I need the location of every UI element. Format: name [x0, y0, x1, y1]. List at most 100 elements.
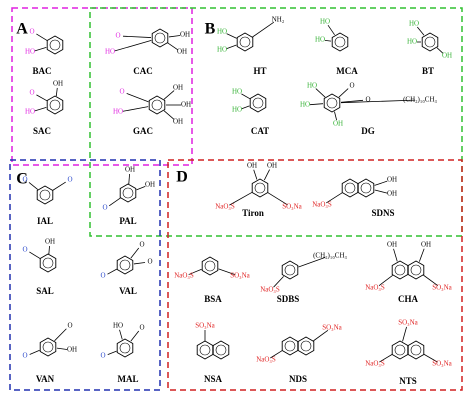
ring-inner	[119, 259, 131, 271]
bond	[393, 248, 398, 262]
benzene-ring	[391, 340, 409, 360]
atom-label: NaO₃S	[312, 201, 332, 209]
atom-label: HO	[409, 20, 419, 28]
bond	[133, 262, 146, 265]
ring-inner	[326, 97, 338, 109]
atom-label: O	[67, 322, 72, 330]
atom-label: OH	[333, 120, 343, 128]
atom-label: OH	[145, 181, 155, 189]
atom-label: HO	[113, 322, 123, 330]
bond	[241, 105, 250, 110]
bond	[28, 182, 39, 190]
atom-label: OH	[387, 241, 397, 249]
benzene-ring	[421, 32, 439, 52]
ring-inner	[239, 36, 251, 48]
atom-label: O	[67, 176, 72, 184]
ring-inner	[122, 187, 134, 199]
bond	[54, 328, 67, 342]
ring-inner	[49, 99, 61, 111]
atom-label: HO	[407, 38, 417, 46]
atom-label: HO	[105, 48, 115, 56]
benzene-ring	[201, 256, 219, 276]
compound-name: BSA	[204, 294, 222, 304]
bond	[218, 268, 236, 276]
ring-inner	[360, 182, 372, 194]
benzene-ring	[323, 93, 341, 113]
ring-inner	[424, 36, 436, 48]
box-c	[9, 159, 161, 391]
bond	[130, 247, 140, 259]
bond	[298, 256, 326, 268]
ring-inner	[49, 39, 61, 51]
atom-label: SO₃Na	[432, 360, 452, 368]
benzene-ring	[151, 28, 169, 48]
bond	[130, 330, 140, 342]
bond	[136, 185, 146, 191]
ring-inner	[119, 342, 131, 354]
box-b	[89, 7, 463, 237]
ring-inner	[334, 36, 346, 48]
ring-inner	[300, 340, 312, 352]
bond	[315, 88, 326, 98]
compound-name: DG	[361, 126, 375, 136]
bond	[163, 110, 175, 120]
bond	[48, 245, 50, 255]
bond	[52, 181, 66, 191]
panel-label: C	[16, 171, 28, 188]
benzene-ring	[281, 260, 299, 280]
bond	[340, 99, 364, 103]
compound-name: VAN	[36, 374, 55, 384]
ring-inner	[284, 340, 296, 352]
compound-name: MAL	[118, 374, 139, 384]
atom-label: O	[22, 352, 27, 360]
bond	[418, 248, 425, 262]
atom-label: HO	[232, 106, 242, 114]
benzene-ring	[39, 253, 57, 273]
atom-label: O	[365, 96, 370, 104]
atom-label: HO	[300, 101, 310, 109]
bond	[128, 173, 130, 185]
bond	[29, 349, 40, 355]
bond	[34, 107, 47, 112]
atom-label: HO	[217, 28, 227, 36]
bond	[379, 354, 393, 363]
bond	[378, 274, 393, 286]
benzene-ring	[341, 178, 359, 198]
panel-label: A	[16, 21, 28, 38]
atom-label: NaO₃S	[174, 272, 194, 280]
atom-label: HO	[25, 108, 35, 116]
bond	[107, 268, 118, 275]
atom-label: NaO₃S	[365, 360, 385, 368]
bond	[226, 44, 237, 50]
atom-label: OH	[125, 166, 135, 174]
atom-label: OH	[387, 176, 397, 184]
bond	[309, 103, 324, 106]
atom-label: OH	[45, 238, 55, 246]
benzene-ring	[249, 93, 267, 113]
bond	[122, 35, 152, 38]
bond	[55, 87, 58, 97]
atom-label: O	[102, 204, 107, 212]
atom-label: HO	[25, 48, 35, 56]
ring-inner	[410, 264, 422, 276]
compound-name: CAT	[251, 126, 269, 136]
ring-inner	[204, 260, 216, 272]
atom-label: NaO₃S	[256, 356, 276, 364]
ring-inner	[344, 182, 356, 194]
bond	[36, 33, 48, 41]
ring-inner	[254, 182, 266, 194]
ring-inner	[215, 344, 227, 356]
atom-label: (CH₂)₁₀CH₃	[313, 252, 347, 260]
bond	[340, 99, 416, 104]
compound-name: VAL	[119, 286, 137, 296]
benzene-ring	[116, 255, 134, 275]
benzene-ring	[39, 337, 57, 357]
atom-label: NaO₃S	[365, 284, 385, 292]
atom-label: O	[147, 258, 152, 266]
bond	[107, 350, 117, 356]
atom-label: SO₃Na	[398, 319, 418, 327]
atom-label: SO₃Na	[282, 203, 302, 211]
benzene-ring	[212, 340, 230, 360]
ring-inner	[42, 257, 54, 269]
benzene-ring	[407, 260, 425, 280]
